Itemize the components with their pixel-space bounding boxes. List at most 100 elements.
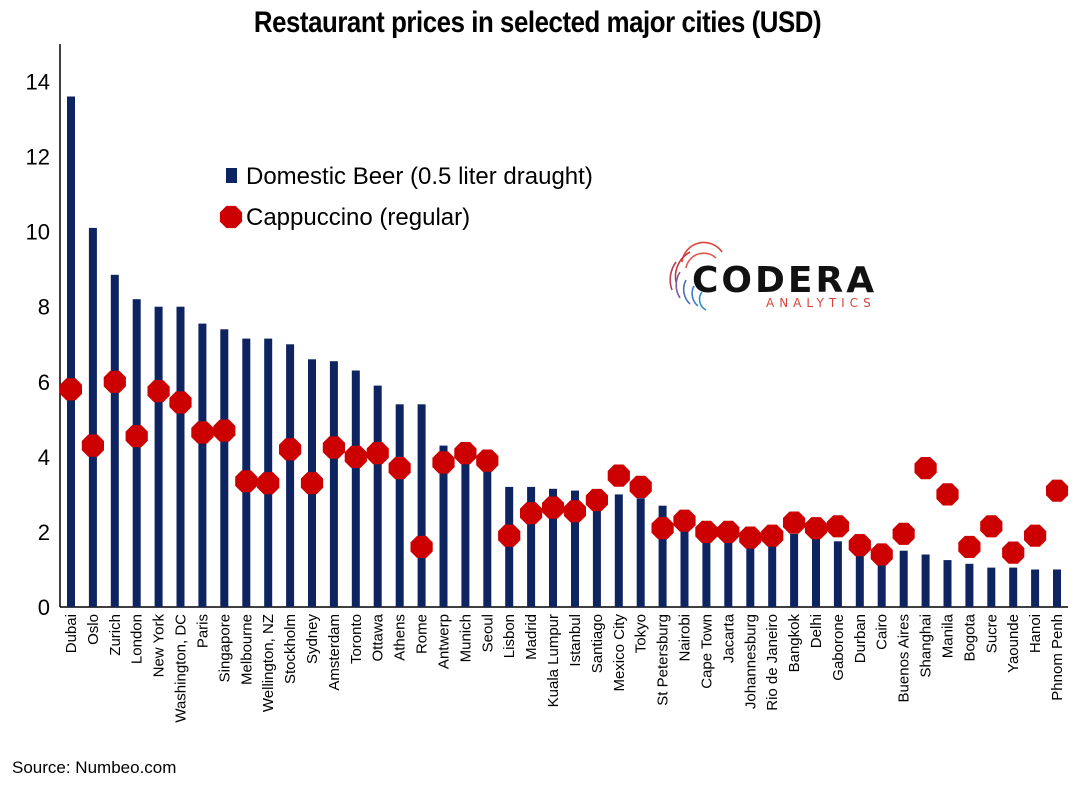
x-tick-label: Rio de Janeiro	[764, 614, 781, 711]
chart-title: Restaurant prices in selected major citi…	[253, 6, 822, 39]
logo-fingerprint-icon	[669, 241, 723, 311]
x-tick-label: Buenos Aires	[896, 614, 913, 702]
cappuccino-marker	[804, 517, 828, 540]
beer-bar	[855, 546, 864, 607]
beer-bar	[636, 498, 645, 607]
beer-bar	[88, 227, 97, 607]
beer-bar	[1031, 569, 1040, 607]
y-tick-label: 8	[38, 295, 50, 320]
beer-bar	[417, 404, 426, 607]
beer-bar	[286, 344, 295, 607]
cappuccino-marker	[958, 535, 981, 558]
cappuccino-marker	[476, 449, 499, 472]
beer-bar	[943, 560, 952, 607]
x-tick-label: Phnom Penh	[1049, 614, 1066, 701]
cappuccino-marker	[1024, 524, 1047, 547]
x-tick-label: Oslo	[85, 614, 102, 645]
cappuccino-marker	[585, 488, 608, 512]
x-tick-label: Delhi	[808, 614, 825, 648]
legend-cappuccino-label: Cappuccino (regular)	[246, 204, 470, 231]
cappuccino-marker	[169, 391, 192, 414]
x-tick-label: Ottawa	[370, 613, 387, 661]
beer-bar	[921, 554, 930, 607]
x-tick-label: London	[129, 614, 146, 664]
cappuccino-marker	[454, 442, 477, 465]
cappuccino-marker	[673, 509, 696, 532]
x-tick-label: Paris	[194, 614, 211, 648]
beer-bar	[790, 533, 799, 607]
cappuccino-marker	[695, 520, 718, 543]
beer-bar	[702, 531, 711, 607]
x-tick-label: Stockholm	[282, 614, 299, 684]
cappuccino-marker	[980, 515, 1003, 538]
x-tick-label: Rome	[414, 614, 431, 654]
cappuccino-marker	[498, 524, 521, 547]
beer-bar	[154, 306, 163, 607]
x-tick-label: Amsterdam	[326, 614, 343, 691]
y-tick-label: 2	[38, 520, 50, 545]
beer-bar	[812, 535, 820, 607]
beer-bar	[395, 404, 404, 607]
cappuccino-marker	[761, 524, 784, 547]
cappuccino-marker	[1002, 541, 1025, 564]
beer-bar	[877, 562, 886, 607]
x-tick-label: Toronto	[348, 614, 365, 664]
x-tick-label: Istanbul	[567, 614, 584, 667]
beer-bar	[351, 370, 360, 607]
cappuccino-marker	[520, 502, 543, 525]
beer-bar	[746, 543, 755, 607]
cappuccino-marker	[717, 520, 740, 543]
cappuccino-marker	[892, 522, 915, 545]
beer-bar	[614, 494, 623, 607]
cappuccino-marker	[870, 543, 893, 566]
cappuccino-marker	[739, 526, 762, 549]
x-tick-label: Washington, DC	[173, 614, 190, 723]
cappuccino-marker	[1046, 479, 1069, 502]
x-tick-label: Manila	[940, 613, 957, 658]
beer-bar	[571, 490, 579, 607]
x-tick-label: Sucre	[983, 614, 1000, 653]
beer-bar	[132, 299, 141, 607]
x-tick-label: New York	[151, 613, 168, 677]
cappuccino-marker	[322, 436, 345, 459]
cappuccino-marker	[936, 483, 959, 506]
x-tick-label: Athens	[392, 614, 409, 661]
cappuccino-marker	[344, 445, 367, 468]
cappuccino-marker	[826, 515, 849, 538]
x-tick-label: Munich	[457, 614, 474, 662]
beer-bar	[549, 488, 557, 607]
x-tick-label: Johannesburg	[742, 614, 759, 709]
beer-bar	[592, 501, 601, 607]
cappuccino-marker	[366, 442, 389, 465]
x-tick-label: Jacarta	[720, 613, 737, 663]
cappuccino-marker	[213, 419, 236, 442]
cappuccino-marker	[125, 425, 148, 448]
beer-bar	[658, 505, 667, 607]
cappuccino-marker	[103, 370, 126, 393]
beer-bar	[899, 550, 908, 607]
x-tick-label: Durban	[852, 614, 869, 663]
x-tick-label: Cape Town	[698, 614, 715, 689]
legend: Domestic Beer (0.5 liter draught) Cappuc…	[219, 163, 593, 231]
beer-bar	[67, 96, 75, 607]
beer-bar	[439, 445, 448, 607]
x-tick-label: Yaounde	[1005, 614, 1022, 673]
beer-bar	[110, 274, 119, 607]
cappuccino-marker	[914, 457, 937, 480]
cappuccino-marker	[147, 380, 170, 403]
beer-bar	[373, 385, 382, 607]
x-tick-label: Madrid	[523, 614, 540, 660]
source-note: Source: Numbeo.com	[12, 758, 177, 777]
y-tick-label: 14	[26, 70, 50, 95]
y-tick-label: 12	[26, 145, 50, 170]
cappuccino-marker	[783, 511, 806, 534]
x-tick-label: Tokyo	[633, 614, 650, 653]
x-tick-label: Seoul	[479, 614, 496, 652]
cappuccino-series	[59, 370, 1069, 566]
x-tick-label: Kuala Lumpur	[545, 614, 562, 707]
beer-bar	[461, 453, 470, 607]
cappuccino-marker	[432, 451, 455, 474]
x-tick-label: Lisbon	[501, 614, 518, 658]
y-tick-label: 10	[26, 220, 50, 245]
x-tick-label: Santiago	[589, 614, 606, 673]
